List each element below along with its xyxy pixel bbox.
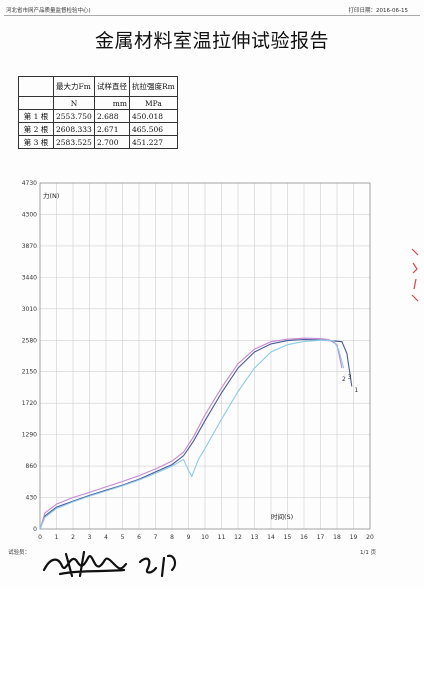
- x-tick-label: 2: [71, 534, 75, 541]
- x-tick-label: 10: [201, 534, 209, 541]
- chart-labels: 力(N) 时间(S) 2 31: [43, 191, 358, 521]
- tester-label: 试验员：: [8, 550, 31, 556]
- x-tick-label: 7: [154, 534, 158, 541]
- plot-frame: [39, 182, 371, 530]
- y-tick-label: 2580: [22, 337, 37, 344]
- x-tick-label: 9: [187, 534, 191, 541]
- curve-label: 2: [342, 376, 346, 383]
- y-tick-label: 860: [26, 463, 38, 470]
- x-tick-label: 16: [300, 534, 308, 541]
- y-tick-label: 4730: [22, 180, 37, 187]
- signature: [42, 550, 177, 578]
- y-tick-label: 2150: [22, 369, 37, 376]
- unit-cell: [18, 96, 54, 110]
- y-tick-label: 3010: [22, 306, 37, 313]
- row-name: 第 1 根: [18, 109, 54, 123]
- col-header-diameter: 试样直径: [94, 76, 130, 97]
- x-tick-label: 4: [104, 534, 108, 541]
- x-tick-label: 14: [267, 534, 275, 541]
- series-line-3: [39, 339, 345, 530]
- print-date-value: 2016-06-15: [376, 8, 408, 14]
- row-name: 第 3 根: [18, 135, 54, 149]
- unit-cell: mm: [94, 96, 130, 110]
- unit-cell: N: [53, 96, 95, 110]
- page-number: 1/1 页: [360, 550, 377, 556]
- cell-diameter: 2.700: [94, 135, 130, 149]
- row-name: 第 2 根: [18, 122, 54, 136]
- table-units-row: N mm MPa: [18, 96, 178, 110]
- x-tick-label: 18: [333, 534, 341, 541]
- x-tick-label: 5: [121, 534, 125, 541]
- series-line-2: [39, 337, 343, 530]
- chart-grid: [39, 182, 371, 530]
- org-name: 河北省市网产品质量监督检验中心): [6, 8, 91, 14]
- y-tick-label: 1290: [22, 432, 37, 439]
- report-title: 金属材料室温拉伸试验报告: [94, 30, 329, 52]
- curve-label: 3: [348, 374, 352, 381]
- x-tick-label: 11: [218, 534, 226, 541]
- table-row: 第 2 根 2608.333 2.671 465.506: [18, 122, 178, 136]
- print-date-label: 打印日期：: [348, 8, 377, 14]
- stamp-fragment: [411, 248, 419, 302]
- col-header-tensile-strength: 抗拉强度Rm: [129, 76, 178, 97]
- unit-cell: MPa: [129, 96, 178, 110]
- y-tick-label: 3870: [22, 243, 37, 250]
- cell-diameter: 2.671: [94, 122, 130, 136]
- x-tick-label: 1: [55, 534, 59, 541]
- cell-max-force: 2553.750: [53, 109, 95, 123]
- table-row: 第 3 根 2583.525 2.700 451.227: [18, 135, 178, 149]
- x-tick-label: 12: [234, 534, 242, 541]
- x-tick-label: 13: [251, 534, 259, 541]
- y-tick-label: 4300: [22, 211, 37, 218]
- results-table: 最大力Fm 试样直径 抗拉强度Rm N mm MPa 第 1 根 2553.75…: [18, 76, 178, 149]
- cell-max-force: 2583.525: [53, 135, 95, 149]
- x-tick-label: 15: [284, 534, 292, 541]
- cell-max-force: 2608.333: [53, 122, 95, 136]
- cell-tensile-strength: 450.018: [129, 109, 178, 123]
- y-tick-label: 430: [26, 495, 38, 502]
- y-tick-label: 3440: [22, 274, 37, 281]
- x-tick-label: 20: [366, 534, 374, 541]
- y-tick-label: 0: [33, 526, 37, 533]
- curve-label: 1: [354, 387, 358, 394]
- cell-tensile-strength: 451.227: [129, 135, 178, 149]
- col-header-max-force: 最大力Fm: [53, 76, 95, 97]
- y-tick-label: 1720: [22, 400, 37, 407]
- x-axis-title: 时间(S): [271, 512, 293, 521]
- table-header-row: 最大力Fm 试样直径 抗拉强度Rm: [18, 76, 178, 97]
- print-date-line: 打印日期：2016-06-15: [349, 6, 408, 14]
- y-axis-title: 力(N): [43, 191, 59, 200]
- report-paper: 河北省市网产品质量监督检验中心) 打印日期：2016-06-15 金属材料室温拉…: [4, 6, 420, 578]
- x-tick-label: 0: [38, 534, 42, 541]
- x-tick-label: 19: [350, 534, 358, 541]
- cell-tensile-strength: 465.506: [129, 122, 178, 136]
- header-rule: [4, 15, 420, 16]
- table-corner-cell: [18, 76, 54, 97]
- x-tick-label: 8: [170, 534, 174, 541]
- cell-diameter: 2.688: [94, 109, 130, 123]
- chart-ticks: 0 1 2 3 4 5 6 7 8 9 10 11 12 13 14 15 16 17 18 19 2004308601…: [22, 180, 374, 541]
- table-row: 第 1 根 2553.750 2.688 450.018: [18, 109, 178, 123]
- chart-series: [39, 337, 353, 530]
- series-line-1: [39, 338, 353, 530]
- x-tick-label: 3: [88, 534, 92, 541]
- force-time-chart: 0 1 2 3 4 5 6 7 8 9 10 11 12 13 14 15 16 17 18 19 2004308601…: [22, 180, 374, 541]
- x-tick-label: 17: [317, 534, 325, 541]
- x-tick-label: 6: [137, 534, 141, 541]
